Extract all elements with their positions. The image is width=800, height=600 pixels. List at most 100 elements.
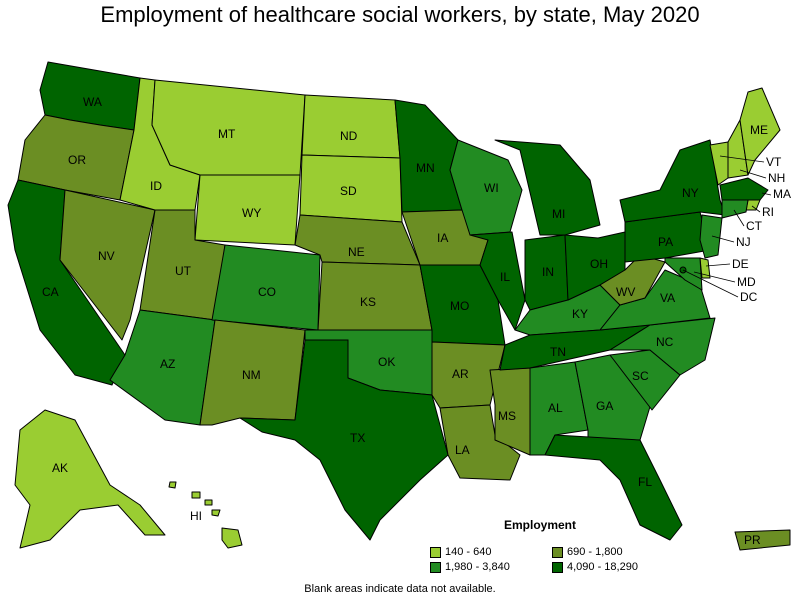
- label-dc: DC: [740, 290, 758, 304]
- leader-ct: [733, 209, 745, 227]
- state-ny[interactable]: [619, 139, 726, 223]
- state-fl[interactable]: [544, 434, 683, 541]
- leader-ma: [761, 192, 772, 196]
- label-co: CO: [258, 285, 276, 299]
- leader-md: [693, 271, 736, 283]
- label-ut: UT: [175, 264, 192, 278]
- label-nd: ND: [340, 129, 358, 143]
- label-vt: VT: [766, 155, 782, 169]
- leader-nj: [711, 235, 735, 243]
- label-ga: GA: [596, 399, 613, 413]
- label-ks: KS: [360, 295, 376, 309]
- label-ok: OK: [378, 355, 395, 369]
- leader-nh: [739, 169, 767, 179]
- leader-de: [705, 263, 731, 267]
- label-ia: IA: [437, 231, 448, 245]
- label-ak: AK: [52, 461, 68, 475]
- label-pr: PR: [744, 533, 761, 547]
- label-la: LA: [455, 443, 470, 457]
- label-nj: NJ: [736, 235, 751, 249]
- label-ne: NE: [348, 245, 365, 259]
- label-al: AL: [548, 401, 563, 415]
- label-ca: CA: [42, 285, 59, 299]
- label-wv: WV: [616, 285, 635, 299]
- label-or: OR: [68, 153, 86, 167]
- state-md[interactable]: [664, 257, 703, 291]
- label-mo: MO: [450, 299, 469, 313]
- legend-swatch-4: [552, 561, 563, 573]
- state-hi-island[interactable]: [191, 491, 201, 499]
- label-hi: HI: [190, 509, 202, 523]
- legend-swatch-1: [430, 546, 441, 558]
- label-ms: MS: [498, 409, 516, 423]
- state-ak[interactable]: [14, 409, 166, 549]
- legend-title: Employment: [504, 518, 577, 532]
- label-tn: TN: [550, 345, 566, 359]
- legend-item-1: 140 - 640: [430, 546, 491, 558]
- state-ct[interactable]: [721, 199, 749, 219]
- label-oh: OH: [590, 257, 608, 271]
- legend-label-3: 1,980 - 3,840: [445, 561, 510, 573]
- label-ct: CT: [746, 219, 763, 233]
- label-sc: SC: [632, 369, 649, 383]
- legend-item-3: 1,980 - 3,840: [430, 561, 510, 573]
- leader-dc: [682, 269, 739, 298]
- map-title: Employment of healthcare social workers,…: [100, 2, 700, 27]
- label-de: DE: [732, 257, 749, 271]
- state-il[interactable]: [469, 231, 526, 331]
- label-il: IL: [500, 270, 510, 284]
- legend-item-2: 690 - 1,800: [552, 546, 623, 558]
- label-md: MD: [737, 275, 756, 289]
- state-mn[interactable]: [394, 99, 463, 213]
- state-nd[interactable]: [301, 94, 401, 159]
- label-ky: KY: [572, 307, 588, 321]
- label-tx: TX: [350, 431, 365, 445]
- label-az: AZ: [160, 357, 175, 371]
- state-tx[interactable]: [239, 339, 449, 541]
- label-mt: MT: [218, 127, 236, 141]
- legend-swatch-2: [552, 546, 563, 558]
- legend-item-4: 4,090 - 18,290: [552, 561, 638, 573]
- label-nc: NC: [656, 335, 674, 349]
- legend-label-2: 690 - 1,800: [567, 546, 623, 558]
- leader-ri: [751, 205, 761, 213]
- state-mi[interactable]: [494, 139, 601, 236]
- hawaii-islands: [168, 481, 221, 517]
- label-ri: RI: [762, 205, 774, 219]
- label-sd: SD: [340, 184, 357, 198]
- label-ma: MA: [773, 187, 791, 201]
- state-hi-island[interactable]: [211, 509, 221, 517]
- label-mi: MI: [552, 207, 565, 221]
- label-wi: WI: [484, 181, 499, 195]
- state-ma[interactable]: [719, 177, 769, 201]
- label-ar: AR: [452, 367, 469, 381]
- leader-vt: [719, 155, 765, 163]
- label-wy: WY: [242, 206, 261, 220]
- legend-swatch-3: [430, 561, 441, 573]
- state-me[interactable]: [739, 87, 781, 176]
- label-wa: WA: [83, 95, 102, 109]
- state-va[interactable]: [599, 269, 711, 331]
- label-nm: NM: [242, 368, 261, 382]
- label-me: ME: [750, 123, 768, 137]
- state-nj[interactable]: [699, 214, 723, 259]
- label-id: ID: [150, 179, 162, 193]
- label-pa: PA: [658, 235, 673, 249]
- state-pr[interactable]: [734, 529, 791, 551]
- state-hi-island[interactable]: [204, 499, 213, 506]
- label-in: IN: [542, 265, 554, 279]
- state-hi-island[interactable]: [168, 481, 177, 489]
- legend-label-4: 4,090 - 18,290: [567, 561, 638, 573]
- label-ny: NY: [682, 186, 699, 200]
- state-hi[interactable]: [221, 527, 243, 549]
- label-fl: FL: [638, 475, 652, 489]
- label-nv: NV: [98, 249, 115, 263]
- state-nv[interactable]: [59, 189, 156, 341]
- legend-label-1: 140 - 640: [445, 546, 492, 558]
- label-va: VA: [660, 291, 675, 305]
- state-la[interactable]: [439, 404, 521, 481]
- footnote: Blank areas indicate data not available.: [304, 583, 496, 595]
- label-nh: NH: [768, 171, 785, 185]
- label-mn: MN: [416, 161, 435, 175]
